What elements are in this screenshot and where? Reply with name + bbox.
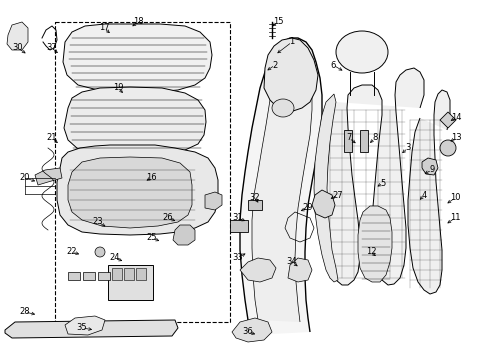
Ellipse shape [439,140,455,156]
Polygon shape [204,192,222,210]
Text: 8: 8 [371,134,377,143]
Text: 26: 26 [163,213,173,222]
Text: 34: 34 [286,257,297,266]
Text: 19: 19 [113,84,123,93]
Polygon shape [240,258,275,282]
Polygon shape [57,145,218,235]
Text: 4: 4 [421,190,426,199]
Text: 23: 23 [93,217,103,226]
Polygon shape [325,68,423,285]
Text: 16: 16 [145,174,156,183]
FancyBboxPatch shape [247,200,262,210]
Text: 32: 32 [249,194,260,202]
Text: 21: 21 [47,134,57,143]
Text: 13: 13 [450,134,460,143]
Circle shape [95,247,105,257]
Polygon shape [240,38,321,335]
Text: 5: 5 [380,179,385,188]
Text: 31: 31 [232,213,243,222]
Polygon shape [7,22,28,50]
Polygon shape [65,316,105,335]
Text: 12: 12 [365,248,375,256]
Ellipse shape [271,99,293,117]
Polygon shape [311,190,334,218]
Polygon shape [35,168,62,185]
FancyBboxPatch shape [124,268,134,280]
Text: 15: 15 [272,18,283,27]
FancyBboxPatch shape [359,130,367,152]
Polygon shape [173,225,195,245]
Text: 24: 24 [109,253,120,262]
Text: 6: 6 [329,60,335,69]
Text: 18: 18 [132,18,143,27]
Text: 25: 25 [146,234,157,243]
Polygon shape [264,38,317,112]
Text: 27: 27 [332,190,343,199]
FancyBboxPatch shape [108,265,153,300]
Polygon shape [64,87,205,157]
Text: 9: 9 [428,166,434,175]
Polygon shape [357,206,391,282]
Bar [83,272,95,280]
Polygon shape [313,94,337,282]
Polygon shape [68,157,192,228]
Polygon shape [63,24,212,92]
Text: 30: 30 [13,44,23,53]
Text: 7: 7 [346,134,351,143]
Text: 2: 2 [272,60,277,69]
Text: 10: 10 [449,194,459,202]
Polygon shape [287,258,311,282]
Polygon shape [5,320,178,338]
Text: 1: 1 [289,37,294,46]
Polygon shape [251,40,311,322]
Text: 28: 28 [20,307,30,316]
FancyBboxPatch shape [136,268,146,280]
Text: 37: 37 [46,44,57,53]
Text: 17: 17 [99,23,109,32]
Text: 35: 35 [77,324,87,333]
Bar [55,22,229,322]
Ellipse shape [335,31,387,73]
Text: 14: 14 [450,113,460,122]
Polygon shape [407,90,449,294]
Text: 20: 20 [20,174,30,183]
Text: 36: 36 [242,328,253,337]
Polygon shape [231,318,271,342]
FancyBboxPatch shape [112,268,122,280]
Text: 29: 29 [302,203,313,212]
Text: 11: 11 [449,213,459,222]
Text: 33: 33 [232,253,243,262]
Polygon shape [439,112,455,128]
Text: 22: 22 [67,248,77,256]
FancyBboxPatch shape [229,220,247,232]
FancyBboxPatch shape [343,130,351,152]
Polygon shape [421,158,437,175]
Text: 3: 3 [405,144,410,153]
Bar [68,272,80,280]
Bar [98,272,110,280]
